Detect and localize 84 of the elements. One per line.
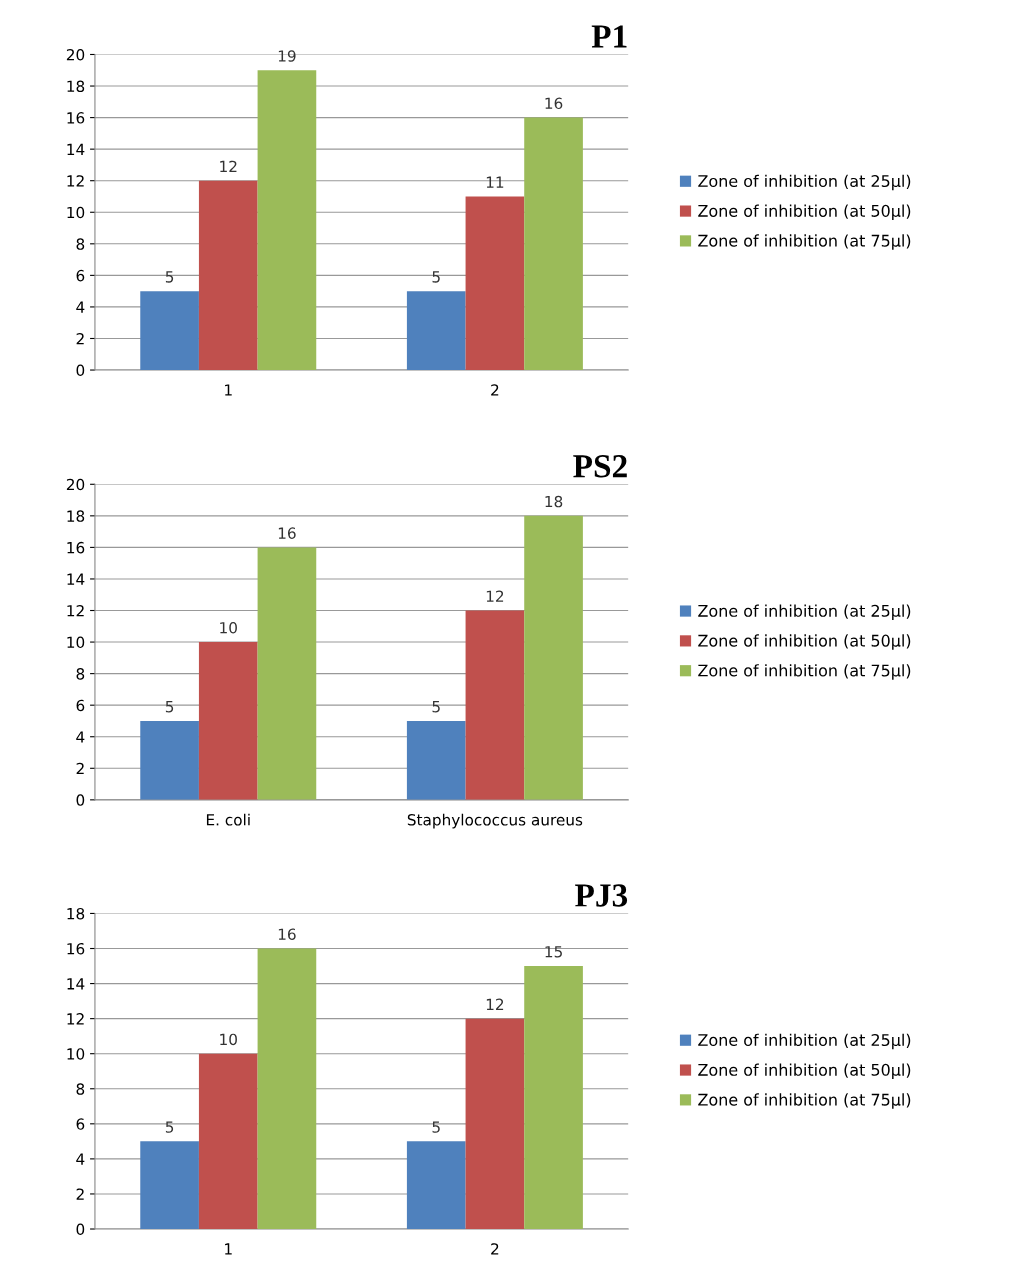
data-label: 5	[432, 701, 440, 713]
y-tick-label: 10	[67, 206, 85, 219]
data-label: 16	[545, 97, 563, 110]
y-tick-label: 12	[67, 175, 84, 187]
chart-title: PS2	[573, 455, 627, 478]
data-label: 5	[165, 271, 174, 283]
data-label: 16	[278, 527, 296, 539]
legend-label: Zone of inhibition (at 25µl)	[698, 174, 911, 191]
y-tick-label: 18	[67, 510, 85, 522]
chart-title: P1	[591, 25, 627, 48]
y-tick-label: 14	[67, 978, 85, 990]
data-label: 12	[220, 160, 237, 172]
y-tick-label: 0	[76, 364, 85, 377]
data-label: 10	[220, 1033, 237, 1046]
y-tick-label: 6	[76, 269, 85, 282]
data-label: 15	[545, 946, 562, 958]
bar	[465, 196, 525, 371]
legend-label: Zone of inhibition (at 25µl)	[698, 604, 911, 620]
data-label: 5	[432, 271, 440, 283]
bar	[257, 948, 317, 1230]
y-tick-label: 6	[76, 699, 85, 712]
bar	[198, 180, 258, 371]
chart-title: PJ3	[575, 884, 628, 907]
bar	[198, 1053, 258, 1230]
legend-label: Zone of inhibition (at 25µl)	[698, 1033, 911, 1050]
data-label: 5	[165, 701, 174, 713]
y-tick-label: 6	[76, 1118, 85, 1130]
data-label: 10	[220, 622, 237, 634]
y-tick-label: 12	[67, 604, 84, 617]
bar	[524, 117, 583, 371]
data-label: 5	[432, 1121, 440, 1133]
x-tick-label: E. coli	[206, 813, 250, 826]
x-tick-label: 1	[225, 384, 232, 396]
bar	[257, 70, 317, 371]
y-tick-label: 4	[76, 301, 85, 313]
data-label: 19	[278, 50, 296, 62]
bar	[465, 610, 525, 800]
bar	[524, 515, 583, 800]
y-tick-label: 0	[76, 794, 85, 806]
legend-label: Zone of inhibition (at 75µl)	[698, 1093, 911, 1109]
data-label: 12	[486, 998, 504, 1010]
y-tick-label: 4	[76, 1153, 85, 1165]
data-label: 16	[278, 928, 296, 940]
y-tick-label: 16	[67, 541, 85, 554]
bar	[524, 966, 583, 1230]
bar	[198, 642, 258, 800]
y-tick-label: 8	[76, 668, 85, 680]
y-tick-label: 12	[67, 1013, 84, 1025]
y-tick-label: 18	[67, 907, 85, 920]
y-tick-label: 14	[67, 573, 85, 585]
y-tick-label: 2	[76, 762, 84, 775]
bar	[140, 720, 199, 800]
data-label: 11	[486, 176, 504, 188]
x-tick-label: 1	[225, 1243, 232, 1255]
bar	[406, 720, 466, 800]
legend-label: Zone of inhibition (at 50µl)	[698, 1063, 911, 1079]
y-tick-label: 10	[67, 1048, 85, 1060]
x-tick-label: Staphylococcus aureus	[407, 813, 583, 829]
y-tick-label: 16	[67, 112, 85, 124]
bar	[140, 291, 199, 371]
data-label: 12	[486, 590, 504, 602]
bar	[406, 1141, 466, 1230]
data-label: 18	[545, 495, 563, 508]
y-tick-label: 8	[76, 1083, 85, 1095]
y-tick-label: 10	[67, 636, 85, 649]
legend-label: Zone of inhibition (at 75µl)	[698, 664, 911, 680]
y-tick-label: 14	[67, 143, 85, 155]
y-tick-label: 20	[66, 478, 85, 491]
legend-label: Zone of inhibition (at 75µl)	[698, 234, 911, 250]
y-tick-label: 0	[76, 1223, 85, 1236]
bar	[406, 291, 466, 371]
y-tick-label: 16	[67, 942, 85, 955]
bar	[257, 547, 317, 800]
legend-label: Zone of inhibition (at 50µl)	[698, 204, 911, 220]
y-tick-label: 2	[76, 1188, 84, 1200]
legend-label: Zone of inhibition (at 50µl)	[698, 634, 911, 650]
data-label: 5	[165, 1121, 174, 1133]
y-tick-label: 4	[76, 731, 85, 743]
y-tick-label: 18	[67, 80, 85, 93]
y-tick-label: 8	[76, 238, 85, 250]
y-tick-label: 2	[76, 332, 84, 345]
y-tick-label: 20	[66, 48, 85, 61]
bar	[140, 1141, 199, 1230]
bar	[465, 1018, 525, 1230]
